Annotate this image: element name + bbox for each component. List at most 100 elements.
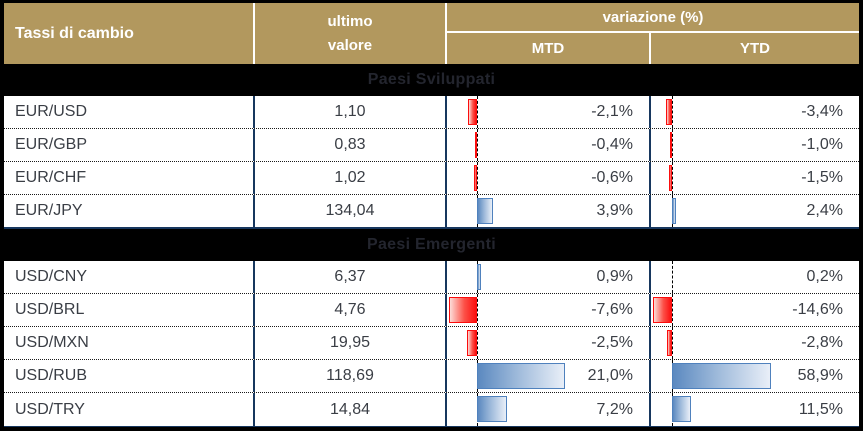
currency-pair-cell: EUR/CHF: [4, 162, 255, 194]
positive-data-bar: [672, 396, 692, 422]
ytd-cell: 11,5%: [651, 393, 859, 426]
table: Tassi di cambio ultimo valore variazione…: [4, 3, 859, 427]
mtd-percent-label: 3,9%: [596, 202, 633, 219]
variation-subheaders: MTD YTD: [447, 33, 859, 64]
positive-data-bar: [477, 198, 494, 224]
negative-data-bar: [475, 132, 478, 158]
mtd-percent-label: 0,9%: [596, 268, 633, 285]
ytd-percent-label: 11,5%: [798, 400, 843, 418]
last-value-cell: 0,83: [255, 129, 447, 161]
ytd-cell: 58,9%: [651, 360, 859, 392]
column-header-ytd: YTD: [740, 40, 770, 57]
mtd-cell: -2,1%: [447, 96, 651, 128]
table-row: USD/TRY 14,84 7,2% 11,5%: [4, 393, 859, 426]
table-row: EUR/CHF 1,02 -0,6% -1,5%: [4, 162, 859, 195]
table-row: USD/CNY 6,37 0,9% 0,2%: [4, 261, 859, 294]
currency-pair-cell: USD/BRL: [4, 294, 255, 326]
last-value-cell: 4,76: [255, 294, 447, 326]
zero-axis-line: [477, 96, 478, 128]
zero-axis-line: [477, 162, 478, 194]
mtd-percent-label: -2,5%: [591, 334, 633, 351]
last-value-cell: 14,84: [255, 393, 447, 426]
negative-data-bar: [468, 99, 477, 125]
ytd-percent-label: -3,4%: [801, 103, 843, 120]
ytd-percent-label: -1,5%: [801, 169, 843, 186]
table-row: EUR/JPY 134,04 3,9% 2,4%: [4, 195, 859, 229]
section-band: Paesi Emergenti: [4, 229, 859, 261]
ytd-percent-label: -1,0%: [801, 136, 843, 153]
zero-axis-line: [672, 261, 673, 293]
zero-axis-line: [477, 294, 478, 326]
mtd-cell: 7,2%: [447, 393, 651, 426]
last-value-cell: 1,10: [255, 96, 447, 128]
mtd-percent-label: 21,0%: [587, 367, 633, 384]
mtd-percent-label: -2,1%: [591, 103, 633, 120]
mtd-cell: 3,9%: [447, 195, 651, 227]
table-body: Paesi Sviluppati EUR/USD 1,10 -2,1% -3,4% EUR…: [4, 64, 859, 426]
ytd-cell: -1,0%: [651, 129, 859, 161]
last-value-cell: 118,69: [255, 360, 447, 392]
table-row: EUR/GBP 0,83 -0,4% -1,0%: [4, 129, 859, 162]
negative-data-bar: [667, 330, 672, 356]
ytd-cell: 0,2%: [651, 261, 859, 293]
mtd-cell: -7,6%: [447, 294, 651, 326]
currency-pair-cell: USD/RUB: [4, 360, 255, 392]
mtd-percent-label: -7,6%: [591, 301, 633, 318]
positive-data-bar: [672, 363, 771, 389]
mtd-cell: -2,5%: [447, 327, 651, 359]
table-row: USD/BRL 4,76 -7,6% -14,6%: [4, 294, 859, 327]
section-band-label: Paesi Sviluppati: [367, 71, 496, 88]
column-header-mtd: MTD: [447, 33, 651, 64]
zero-axis-line: [477, 129, 478, 161]
negative-data-bar: [653, 297, 672, 323]
variation-group-header: variazione (%): [447, 3, 859, 33]
section-band: Paesi Sviluppati: [4, 64, 859, 96]
negative-data-bar: [474, 165, 477, 191]
mtd-cell: 21,0%: [447, 360, 651, 392]
table-row: EUR/USD 1,10 -2,1% -3,4%: [4, 96, 859, 129]
last-value-line2: valore: [327, 36, 373, 54]
zero-axis-line: [672, 162, 673, 194]
zero-axis-line: [672, 294, 673, 326]
positive-data-bar: [672, 198, 677, 224]
ytd-percent-label: 58,9%: [797, 367, 843, 384]
zero-axis-line: [672, 96, 673, 128]
column-group-variation: variazione (%) MTD YTD: [447, 3, 859, 64]
ytd-cell: -3,4%: [651, 96, 859, 128]
ytd-cell: -1,5%: [651, 162, 859, 194]
section-band-label: Paesi Emergenti: [367, 236, 496, 253]
table-row: USD/MXN 19,95 -2,5% -2,8%: [4, 327, 859, 360]
ytd-cell: -2,8%: [651, 327, 859, 359]
last-value-cell: 134,04: [255, 195, 447, 227]
ytd-percent-label: -14,6%: [792, 301, 843, 318]
ytd-cell: 2,4%: [651, 195, 859, 227]
negative-data-bar: [666, 99, 672, 125]
table-row: USD/RUB 118,69 21,0% 58,9%: [4, 360, 859, 393]
negative-data-bar: [466, 330, 477, 356]
last-value-line1: ultimo: [327, 12, 373, 30]
mtd-percent-label: -0,6%: [591, 169, 633, 186]
currency-pair-cell: USD/TRY: [4, 393, 255, 426]
ytd-percent-label: -2,8%: [801, 334, 843, 351]
table-header: Tassi di cambio ultimo valore variazione…: [4, 3, 859, 64]
currency-pair-cell: USD/CNY: [4, 261, 255, 293]
positive-data-bar: [477, 396, 508, 422]
positive-data-bar: [477, 264, 481, 290]
mtd-cell: -0,6%: [447, 162, 651, 194]
negative-data-bar: [669, 165, 672, 191]
zero-axis-line: [477, 327, 478, 359]
mtd-cell: 0,9%: [447, 261, 651, 293]
ytd-percent-label: 2,4%: [806, 202, 843, 219]
currency-pair-cell: EUR/USD: [4, 96, 255, 128]
mtd-percent-label: 7,2%: [596, 400, 633, 418]
ytd-cell: -14,6%: [651, 294, 859, 326]
last-value-cell: 6,37: [255, 261, 447, 293]
currency-pair-cell: USD/MXN: [4, 327, 255, 359]
column-header-last-value: ultimo valore: [255, 3, 447, 64]
table-title: Tassi di cambio: [4, 3, 255, 64]
zero-axis-line: [672, 129, 673, 161]
mtd-cell: -0,4%: [447, 129, 651, 161]
last-value-cell: 19,95: [255, 327, 447, 359]
zero-axis-line: [672, 327, 673, 359]
